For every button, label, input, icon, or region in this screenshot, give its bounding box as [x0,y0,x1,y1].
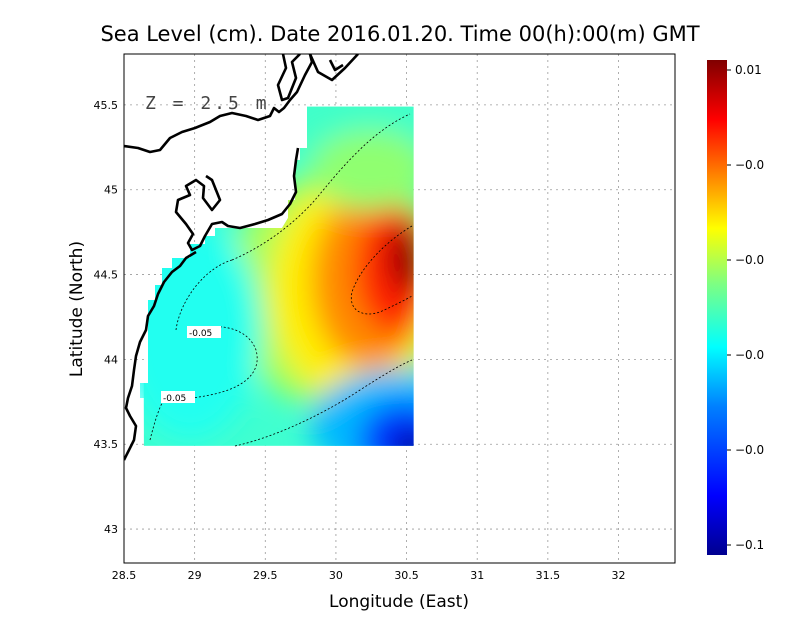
field-blob-darkred [388,223,414,293]
colorbar-label-3: −0.0 [735,348,764,362]
colorbar-label-1: −0.0 [735,158,764,172]
x-tick-label-5: 31 [470,569,484,582]
y-tick-label-1: 43.5 [94,438,119,451]
plot-border [123,53,676,564]
contour-line-south [234,359,413,447]
y-axis-label: Latitude (North) [67,241,87,377]
coastline-island [328,59,344,72]
x-axis-ticks: 28.5 29 29.5 30 30.5 31 31.5 32 [112,569,626,582]
x-tick-label-2: 29.5 [253,569,278,582]
x-tick-label-7: 32 [611,569,625,582]
contour-line-high [350,225,413,315]
colorbar-label-5: −0.1 [735,538,764,552]
y-tick-label-5: 45.5 [94,99,119,112]
contour-label-2: -0.05 [163,394,186,404]
contour-line-inner [169,326,258,400]
depth-annotation: Z = 2.5 m [145,93,270,114]
x-tick-label-4: 30.5 [394,569,419,582]
colorbar [707,60,727,555]
y-tick-label-3: 44.5 [94,269,119,282]
contour-labels: -0.05 -0.05 [161,326,221,404]
x-tick-label-6: 31.5 [536,569,561,582]
contour-lines [149,113,413,447]
coastline-delta [124,250,197,461]
coastline-south [174,147,300,252]
chart-title: Sea Level (cm). Date 2016.01.20. Time 00… [100,22,699,46]
coastline-east [308,54,359,82]
field-blob-navy [395,430,414,446]
contour-label-1: -0.05 [189,329,212,339]
coastline [124,54,359,461]
x-axis-label: Longitude (East) [329,592,469,612]
y-tick-label-2: 44 [104,353,118,366]
colorbar-label-4: −0.0 [735,443,764,457]
y-tick-label-4: 45 [104,184,118,197]
colorbar-label-2: −0.0 [735,253,764,267]
y-axis-ticks: 43 43.5 44 44.5 45 45.5 [94,99,119,536]
contour-line-sw [149,397,166,441]
y-tick-label-0: 43 [104,523,118,536]
x-tick-label-1: 29 [188,569,202,582]
x-tick-label-3: 30 [329,569,343,582]
contour-line-west [175,113,411,331]
x-tick-label-0: 28.5 [112,569,137,582]
colorbar-label-0: 0.01 [735,63,762,77]
field-blob-green-n [310,130,414,210]
coastline-main [124,54,314,154]
colorbar-ticks: 0.01 −0.0 −0.0 −0.0 −0.0 −0.1 [727,63,764,552]
